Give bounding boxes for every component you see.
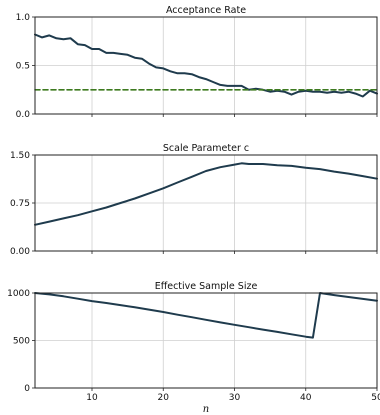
y-tick-label: 1.50 (10, 151, 30, 161)
y-tick-label: 0 (24, 384, 30, 394)
series-line (34, 292, 378, 339)
x-tick-label: 30 (229, 393, 241, 403)
panel-scale-parameter: Scale Parameter c 0.00 0.75 1.50 (10, 143, 378, 257)
panel-acceptance-rate: Acceptance Rate 0.0 0.5 1.0 (16, 5, 378, 120)
x-tick-label: 40 (300, 393, 312, 403)
panel-effective-sample-size: Effective Sample Size 0 500 1000 10 20 30 40 5… (7, 281, 380, 415)
chart-title: Scale Parameter c (163, 143, 249, 154)
y-tick-label: 500 (13, 337, 30, 347)
y-tick-label: 0.75 (10, 199, 30, 209)
x-axis-label: n (203, 404, 209, 415)
series-line (34, 33, 378, 98)
y-tick-label: 0.5 (16, 62, 30, 72)
chart-title: Effective Sample Size (155, 281, 258, 292)
chart-title: Acceptance Rate (166, 5, 246, 16)
y-tick-label: 0.00 (10, 247, 30, 257)
x-tick-label: 10 (86, 393, 98, 403)
y-tick-label: 0.0 (16, 110, 31, 120)
x-tick-label: 20 (158, 393, 170, 403)
x-tick-label: 50 (371, 393, 380, 403)
y-tick-label: 1000 (7, 289, 30, 299)
y-tick-label: 1.0 (16, 13, 31, 23)
series-line (34, 162, 378, 226)
